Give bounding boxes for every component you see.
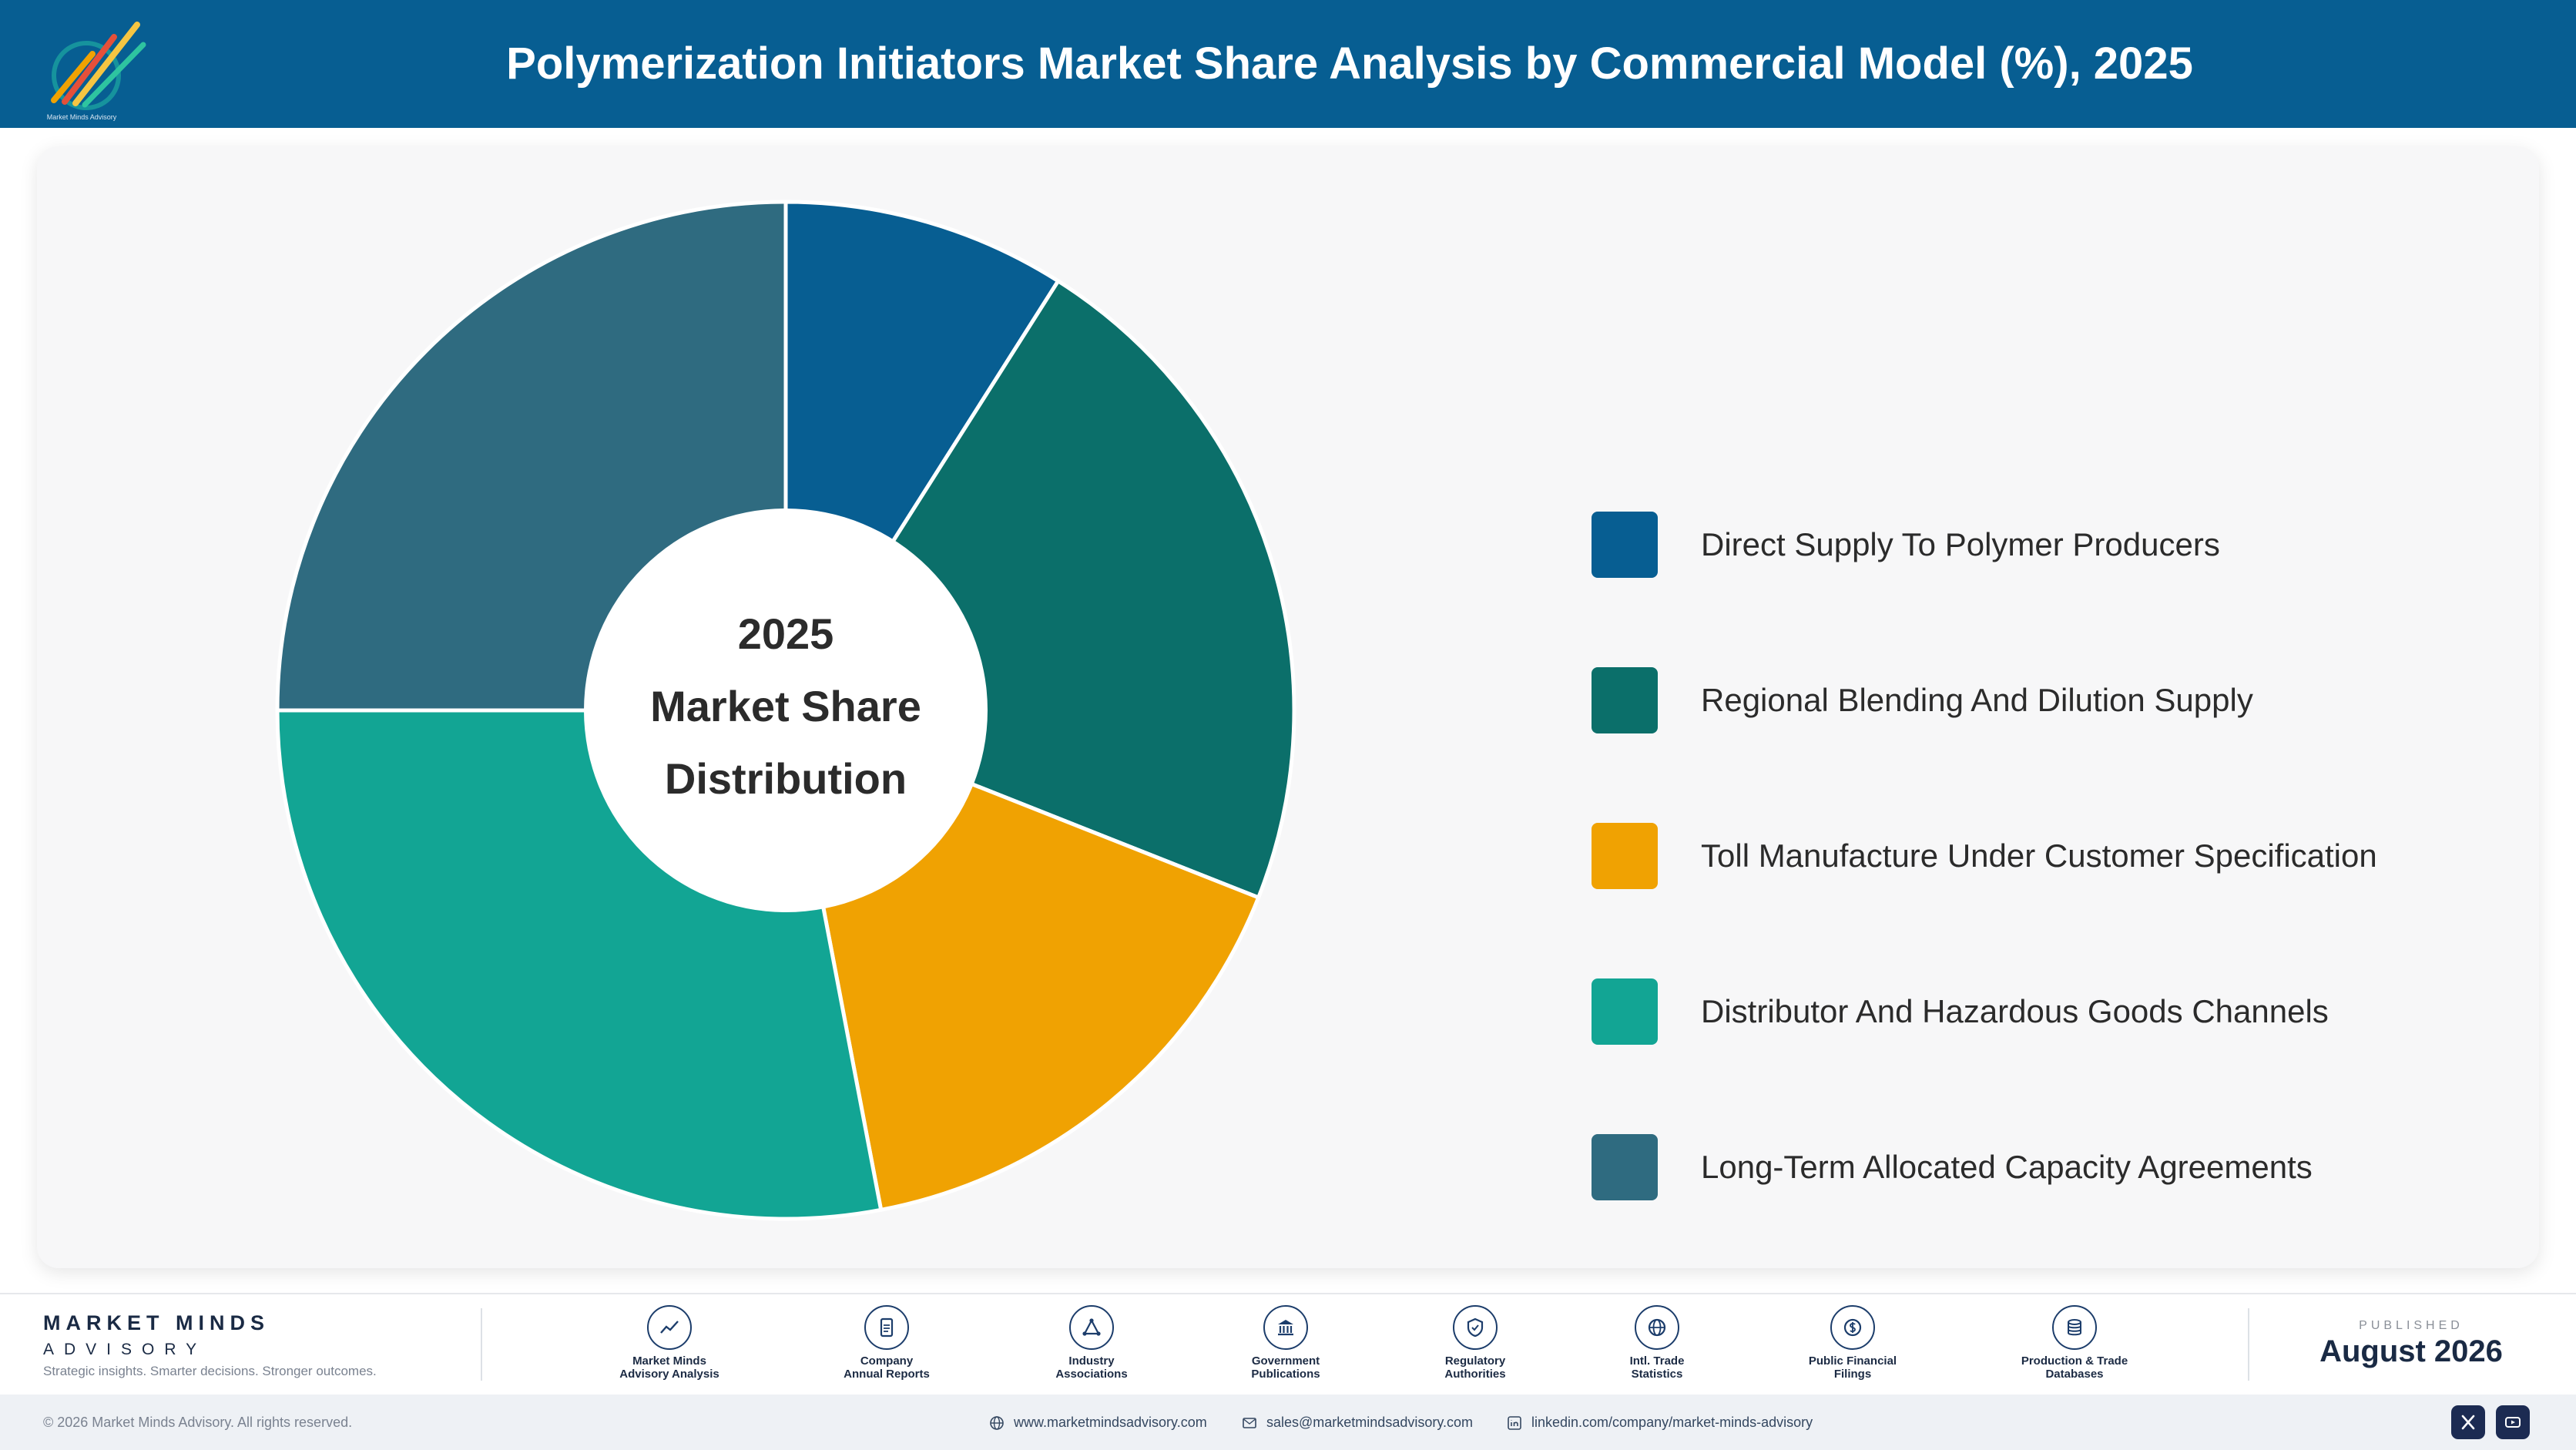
- legend-label: Long-Term Allocated Capacity Agreements: [1701, 1149, 2313, 1185]
- x-social-button[interactable]: [2451, 1405, 2485, 1439]
- database-icon: [2052, 1305, 2097, 1350]
- legend-swatch: [1592, 978, 1658, 1045]
- source-financial-filings[interactable]: Public Financial Filings: [1779, 1305, 1926, 1381]
- legend-item-regional-blending[interactable]: Regional Blending And Dilution Supply: [1592, 667, 2516, 733]
- legend-label: Toll Manufacture Under Customer Specific…: [1701, 837, 2377, 874]
- source-label: Production & Trade Databases: [2021, 1354, 2128, 1381]
- center-label-line2: Market Share: [650, 682, 921, 730]
- youtube-social-button[interactable]: [2496, 1405, 2530, 1439]
- source-label: Market Minds Advisory Analysis: [619, 1354, 719, 1381]
- logo-caption: Market Minds Advisory: [47, 113, 117, 121]
- building-icon: [1263, 1305, 1308, 1350]
- legend-swatch: [1592, 512, 1658, 578]
- source-production-databases[interactable]: Production & Trade Databases: [2001, 1305, 2148, 1381]
- youtube-icon: [2505, 1417, 2521, 1428]
- network-icon: [1069, 1305, 1114, 1350]
- brand-tagline: Strategic insights. Smarter decisions. S…: [43, 1364, 377, 1378]
- legend-item-long-term-capacity[interactable]: Long-Term Allocated Capacity Agreements: [1592, 1134, 2516, 1200]
- source-market-minds-analysis[interactable]: Market Minds Advisory Analysis: [596, 1305, 743, 1381]
- footer: MARKET MINDS ADVISORY Strategic insights…: [0, 1293, 2576, 1395]
- x-logo-icon: [2461, 1415, 2475, 1430]
- globe-icon: [990, 1416, 1004, 1431]
- brand-name: MARKET MINDS: [43, 1311, 270, 1334]
- donut-hole: [584, 509, 988, 912]
- source-trade-statistics[interactable]: Intl. Trade Statistics: [1584, 1305, 1730, 1381]
- source-government-publications[interactable]: Government Publications: [1213, 1305, 1359, 1381]
- source-label: Industry Associations: [1055, 1354, 1128, 1381]
- legend-label: Regional Blending And Dilution Supply: [1701, 682, 2253, 718]
- source-label: Public Financial Filings: [1808, 1354, 1897, 1381]
- email-link[interactable]: sales@marketmindsadvisory.com: [1242, 1395, 1473, 1450]
- header-bar: Market Minds Advisory Polymerization Ini…: [0, 0, 2576, 128]
- center-label-year: 2025: [738, 609, 834, 658]
- source-label: Company Annual Reports: [844, 1354, 930, 1381]
- legend-item-direct-supply[interactable]: Direct Supply To Polymer Producers: [1592, 512, 2516, 578]
- published-date: August 2026: [2319, 1334, 2503, 1368]
- legend-item-toll-manufacture[interactable]: Toll Manufacture Under Customer Specific…: [1592, 823, 2516, 889]
- legend-item-distributor[interactable]: Distributor And Hazardous Goods Channels: [1592, 978, 2516, 1045]
- legend-label: Direct Supply To Polymer Producers: [1701, 526, 2220, 562]
- source-label: Regulatory Authorities: [1444, 1354, 1506, 1381]
- legend-swatch: [1592, 667, 1658, 733]
- bottom-bar: © 2026 Market Minds Advisory. All rights…: [0, 1395, 2576, 1450]
- chart-card: 2025 Market Share Distribution Direct Su…: [37, 146, 2539, 1268]
- published-label: PUBLISHED: [2359, 1319, 2464, 1332]
- footer-divider: [481, 1308, 482, 1381]
- shield-icon: [1453, 1305, 1498, 1350]
- source-industry-associations[interactable]: Industry Associations: [1018, 1305, 1165, 1381]
- mail-icon: [1243, 1418, 1256, 1429]
- chart-line-icon: [647, 1305, 692, 1350]
- source-label: Intl. Trade Statistics: [1629, 1354, 1685, 1381]
- donut-chart: 2025 Market Share Distribution: [275, 200, 1296, 1221]
- source-regulatory-authorities[interactable]: Regulatory Authorities: [1402, 1305, 1548, 1381]
- legend-swatch: [1592, 823, 1658, 889]
- page-title: Polymerization Initiators Market Share A…: [506, 39, 2193, 89]
- linkedin-link[interactable]: linkedin.com/company/market-minds-adviso…: [1507, 1395, 1813, 1450]
- footer-divider: [2248, 1308, 2249, 1381]
- coin-icon: [1830, 1305, 1875, 1350]
- source-label: Government Publications: [1251, 1354, 1320, 1381]
- website-link[interactable]: www.marketmindsadvisory.com: [989, 1395, 1207, 1450]
- document-icon: [864, 1305, 909, 1350]
- legend-label: Distributor And Hazardous Goods Channels: [1701, 993, 2329, 1029]
- globe-icon: [1635, 1305, 1679, 1350]
- legend-swatch: [1592, 1134, 1658, 1200]
- source-company-reports[interactable]: Company Annual Reports: [813, 1305, 960, 1381]
- copyright-text: © 2026 Market Minds Advisory. All rights…: [43, 1415, 353, 1430]
- company-logo-icon[interactable]: Market Minds Advisory: [39, 8, 154, 123]
- center-label-line3: Distribution: [665, 754, 907, 803]
- linkedin-icon: [1508, 1416, 1521, 1431]
- brand-subtitle: ADVISORY: [43, 1341, 207, 1358]
